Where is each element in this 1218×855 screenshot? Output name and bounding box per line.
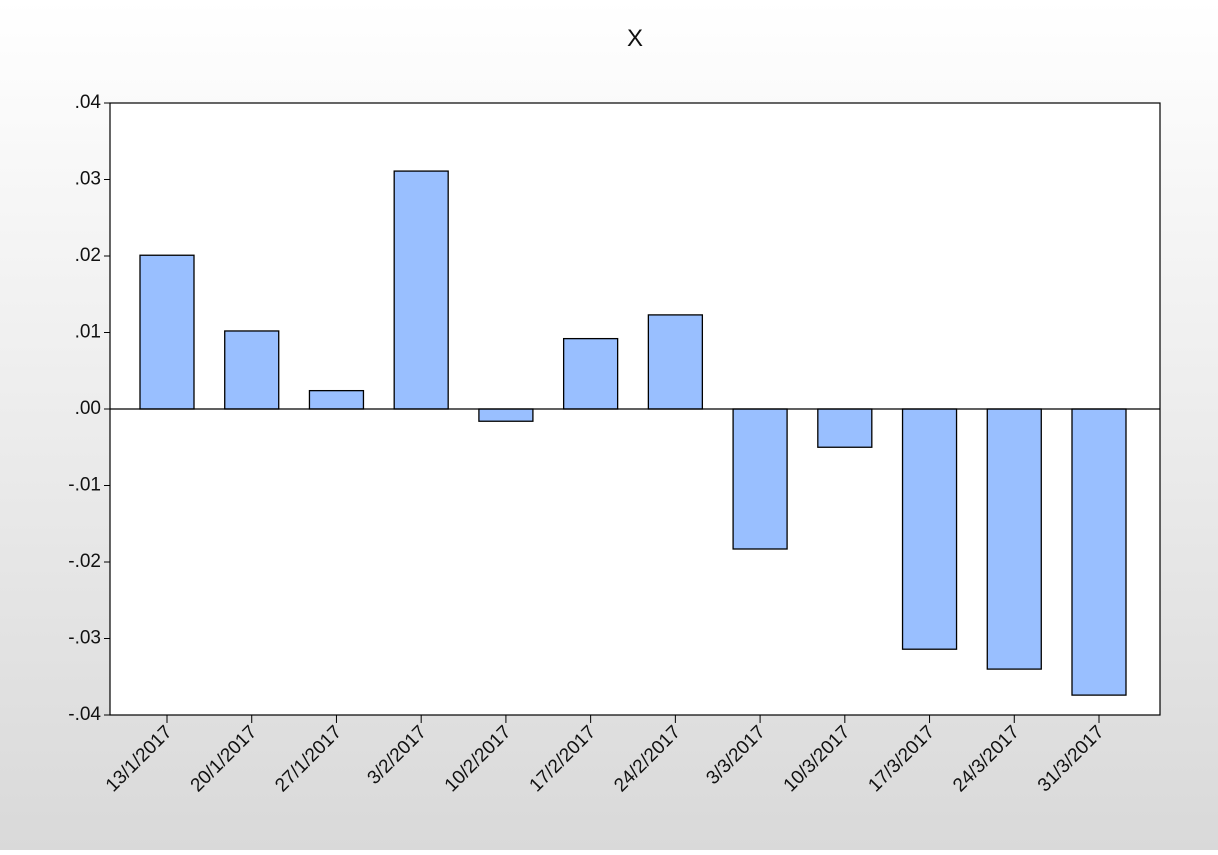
bar xyxy=(393,170,449,410)
bar xyxy=(1071,408,1127,696)
y-tick-label: .03 xyxy=(75,169,101,190)
bar xyxy=(139,254,195,410)
bar xyxy=(732,408,788,550)
y-tick-label: -.01 xyxy=(68,475,101,496)
y-tick-label: .04 xyxy=(75,92,102,113)
y-tick-label: .00 xyxy=(75,398,101,419)
chart-title: X xyxy=(627,25,643,52)
bar xyxy=(478,408,534,422)
bar xyxy=(562,337,619,410)
y-tick-label: -.03 xyxy=(68,628,101,649)
bar xyxy=(308,389,365,410)
bar xyxy=(901,408,958,650)
y-tick-label: -.04 xyxy=(68,704,101,725)
bar xyxy=(817,408,873,448)
y-tick-label: .01 xyxy=(75,322,101,343)
y-tick-label: .02 xyxy=(75,245,101,266)
bar xyxy=(224,330,280,410)
bar xyxy=(647,314,704,410)
bar xyxy=(986,408,1042,670)
y-tick-label: -.02 xyxy=(68,551,101,572)
